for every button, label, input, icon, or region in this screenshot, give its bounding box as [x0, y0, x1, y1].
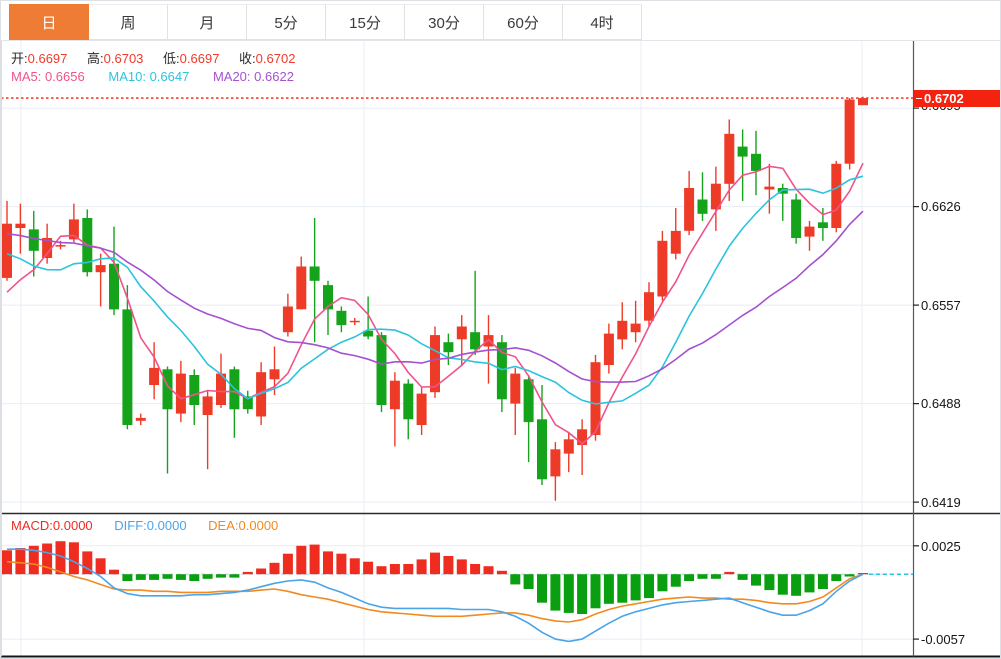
tab-month[interactable]: 月: [167, 4, 247, 40]
ma5-legend: MA5: 0.6656: [11, 69, 85, 84]
macd-bars-layer: [2, 541, 868, 614]
ma5-line: [6, 162, 864, 445]
high-pair: 高:0.6703: [87, 51, 144, 66]
ma10-legend: MA10: 0.6647: [108, 69, 190, 84]
tab-5min[interactable]: 5分: [246, 4, 326, 40]
low-pair: 低:0.6697: [163, 51, 220, 66]
tab-30min[interactable]: 30分: [404, 4, 484, 40]
dea-value-label: DEA:0.0000: [208, 518, 279, 533]
axis-label-0-6557: 0.6557: [921, 298, 961, 313]
tab-60min[interactable]: 60分: [483, 4, 563, 40]
ma-legend: MA5: 0.6656 MA10: 0.6647 MA20: 0.6622: [11, 69, 294, 84]
axis-label-minus-0-0057: -0.0057: [921, 632, 966, 647]
candles-layer: [2, 96, 868, 501]
axis-label-0-6419: 0.6419: [921, 495, 961, 510]
timeframe-tabbar: 日 周 月 5分 15分 30分 60分 4时: [1, 1, 1000, 41]
tab-day[interactable]: 日: [9, 4, 89, 40]
chart-area: 开:0.6697 高:0.6703 低:0.6697 收:0.6702 MA5:…: [1, 41, 1000, 659]
axis-label-0-6488: 0.6488: [921, 396, 961, 411]
macd-value-label: MACD:0.0000: [11, 518, 93, 533]
ma10-line: [6, 175, 864, 405]
diff-line: [7, 548, 864, 643]
open-pair: 开:0.6697: [11, 51, 68, 66]
current-price-badge: 0.6702: [914, 90, 1000, 107]
close-pair: 收:0.6702: [239, 51, 296, 66]
axis-label-0-6626: 0.6626: [921, 199, 961, 214]
diff-value-label: DIFF:0.0000: [114, 518, 187, 533]
ma20-line: [6, 210, 864, 383]
macd-legend: MACD:0.0000 DIFF:0.0000 DEA:0.0000: [11, 518, 296, 533]
candlestick-chart-canvas[interactable]: [1, 41, 1000, 659]
tab-4hour[interactable]: 4时: [562, 4, 642, 40]
ohlc-legend: 开:0.6697 高:0.6703 低:0.6697 收:0.6702: [11, 51, 311, 66]
axis-label-0-0025: 0.0025: [921, 539, 961, 554]
tab-week[interactable]: 周: [88, 4, 168, 40]
ma20-legend: MA20: 0.6622: [212, 69, 294, 84]
tab-15min[interactable]: 15分: [325, 4, 405, 40]
